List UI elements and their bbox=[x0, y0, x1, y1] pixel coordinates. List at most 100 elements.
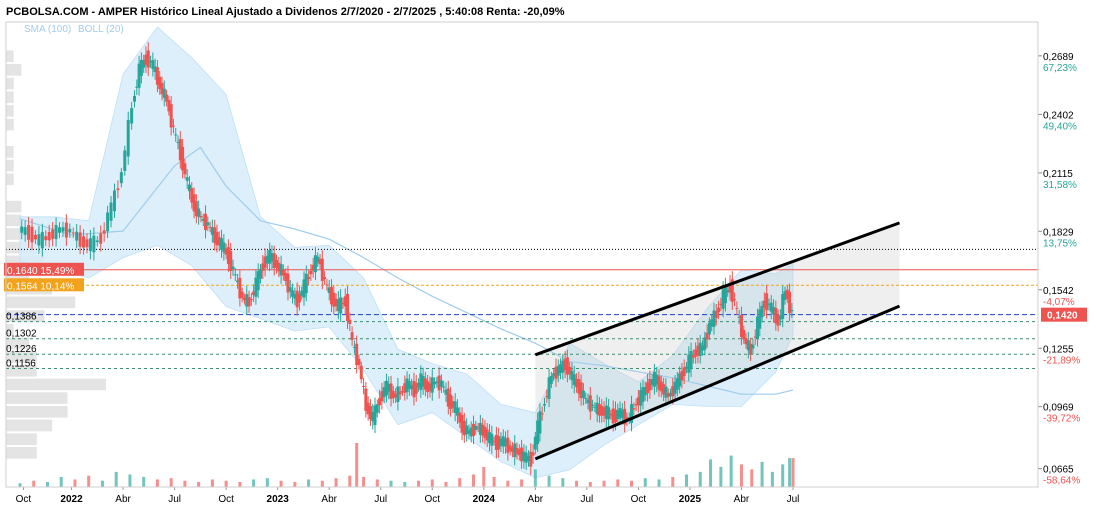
volume-profile-bar bbox=[6, 105, 14, 117]
price-level-label: 0,1156 bbox=[6, 359, 36, 370]
candle-body bbox=[465, 425, 469, 435]
candle-body bbox=[785, 289, 789, 299]
candle-body bbox=[359, 365, 363, 380]
candle-body bbox=[481, 424, 485, 436]
volume-bar bbox=[265, 478, 269, 487]
candle-body bbox=[751, 344, 755, 349]
candle-body bbox=[634, 404, 638, 406]
candle-body bbox=[586, 399, 590, 404]
volume-profile-bar bbox=[6, 351, 37, 363]
candle-body bbox=[561, 360, 565, 373]
x-tick-label: Abr bbox=[734, 494, 750, 505]
candle-body bbox=[167, 100, 171, 112]
candle-body bbox=[568, 366, 572, 375]
candle-body bbox=[542, 403, 546, 406]
candle-body bbox=[455, 407, 459, 416]
candle-body bbox=[75, 231, 79, 241]
volume-bar bbox=[506, 480, 510, 487]
volume-bar bbox=[698, 471, 702, 487]
candle-body bbox=[270, 252, 274, 262]
candle-body bbox=[396, 386, 400, 403]
volume-bar bbox=[18, 483, 22, 487]
candle-body bbox=[607, 407, 611, 420]
volume-bar bbox=[657, 479, 661, 487]
candle-body bbox=[673, 381, 677, 394]
y-tick-label: 0,1829 bbox=[1043, 227, 1074, 238]
price-level-tag bbox=[4, 262, 84, 276]
candle-body bbox=[671, 386, 675, 397]
candle-body bbox=[355, 343, 359, 366]
candle-body bbox=[220, 238, 224, 250]
candle-body bbox=[618, 408, 622, 419]
volume-bar bbox=[770, 471, 774, 487]
candle-body bbox=[552, 373, 556, 377]
candle-body bbox=[272, 253, 276, 268]
candle-body bbox=[755, 316, 759, 339]
candle-body bbox=[684, 366, 688, 369]
volume-bar bbox=[45, 481, 49, 487]
candle-body bbox=[410, 384, 414, 390]
candle-body bbox=[281, 269, 285, 276]
candle-body bbox=[343, 296, 347, 307]
candle-body bbox=[366, 402, 370, 415]
volume-bar bbox=[458, 478, 462, 487]
candle-body bbox=[581, 390, 585, 398]
x-tick-label: Oct bbox=[424, 494, 440, 505]
candle-body bbox=[78, 232, 82, 247]
volume-bar bbox=[533, 469, 537, 487]
volume-bar bbox=[547, 475, 551, 487]
trend-channel-lines[interactable] bbox=[534, 221, 901, 461]
candle-body bbox=[95, 240, 99, 243]
candle-body bbox=[27, 225, 31, 240]
candle-body bbox=[613, 409, 617, 423]
volume-bar bbox=[788, 458, 792, 487]
candle-body bbox=[249, 299, 253, 301]
candle-body bbox=[591, 404, 595, 407]
candle-body bbox=[545, 396, 549, 398]
volume-profile-bar bbox=[6, 173, 14, 186]
candle-body bbox=[245, 294, 249, 307]
candle-body bbox=[400, 390, 404, 392]
candle-body bbox=[54, 225, 58, 240]
candle-body bbox=[382, 387, 386, 398]
candle-body bbox=[130, 108, 134, 124]
candle-body bbox=[714, 311, 718, 319]
candle-body bbox=[341, 302, 345, 304]
legend-sma[interactable]: SMA (100) bbox=[24, 24, 71, 35]
candle-body bbox=[504, 438, 508, 447]
candle-body bbox=[501, 436, 505, 447]
candle-body bbox=[332, 292, 336, 307]
candle-body bbox=[506, 437, 510, 453]
volume-bar bbox=[482, 466, 486, 487]
y-tick-percent: 31,58% bbox=[1043, 180, 1077, 191]
y-tick-percent: 49,40% bbox=[1043, 121, 1077, 132]
candle-body bbox=[735, 307, 739, 309]
x-tick-label: Abr bbox=[528, 494, 544, 505]
candle-body bbox=[329, 286, 333, 305]
volume-bar bbox=[684, 474, 688, 487]
candle-body bbox=[61, 227, 65, 232]
legend-boll[interactable]: BOLL (20) bbox=[78, 24, 124, 35]
candle-body bbox=[334, 298, 338, 307]
candle-body bbox=[639, 390, 643, 406]
candle-body bbox=[40, 232, 44, 249]
candlesticks bbox=[20, 42, 794, 475]
candle-body bbox=[474, 425, 478, 431]
bollinger-band bbox=[19, 26, 794, 479]
volume-bar bbox=[791, 458, 795, 487]
candle-body bbox=[403, 383, 407, 393]
y-tick-percent: -58,64% bbox=[1043, 476, 1080, 487]
candle-body bbox=[58, 227, 62, 233]
candle-body bbox=[662, 384, 666, 395]
candle-body bbox=[430, 377, 434, 393]
candle-body bbox=[646, 382, 650, 394]
candle-body bbox=[458, 412, 462, 423]
volume-bar bbox=[348, 475, 352, 487]
candle-body bbox=[778, 315, 782, 320]
candle-body bbox=[231, 266, 235, 270]
candle-body bbox=[467, 430, 471, 434]
candle-body bbox=[428, 383, 432, 391]
candle-body bbox=[51, 229, 55, 239]
